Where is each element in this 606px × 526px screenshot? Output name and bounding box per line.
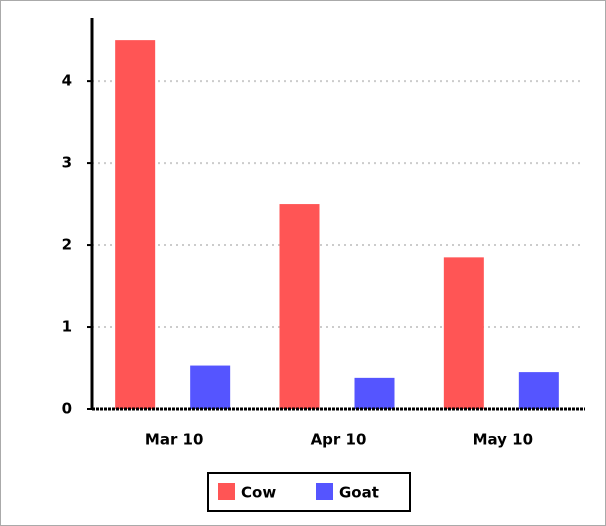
y-tick-label: 3 (62, 154, 72, 172)
legend-label: Cow (241, 484, 276, 502)
y-tick-label: 4 (62, 72, 72, 90)
legend-swatch (218, 483, 235, 500)
legend-swatch (316, 483, 333, 500)
bar (443, 257, 484, 409)
bar (279, 204, 320, 409)
bar (518, 372, 559, 409)
y-tick-label: 1 (62, 318, 72, 336)
legend-box (207, 472, 411, 512)
x-tick-label: May 10 (473, 431, 533, 449)
y-tick-label: 0 (62, 400, 72, 418)
bar (190, 365, 231, 409)
y-tick-label: 2 (62, 236, 72, 254)
x-tick-label: Mar 10 (145, 431, 204, 449)
x-tick-label: Apr 10 (311, 431, 367, 449)
bar (115, 40, 156, 409)
legend-label: Goat (339, 484, 379, 502)
bar (354, 377, 395, 409)
